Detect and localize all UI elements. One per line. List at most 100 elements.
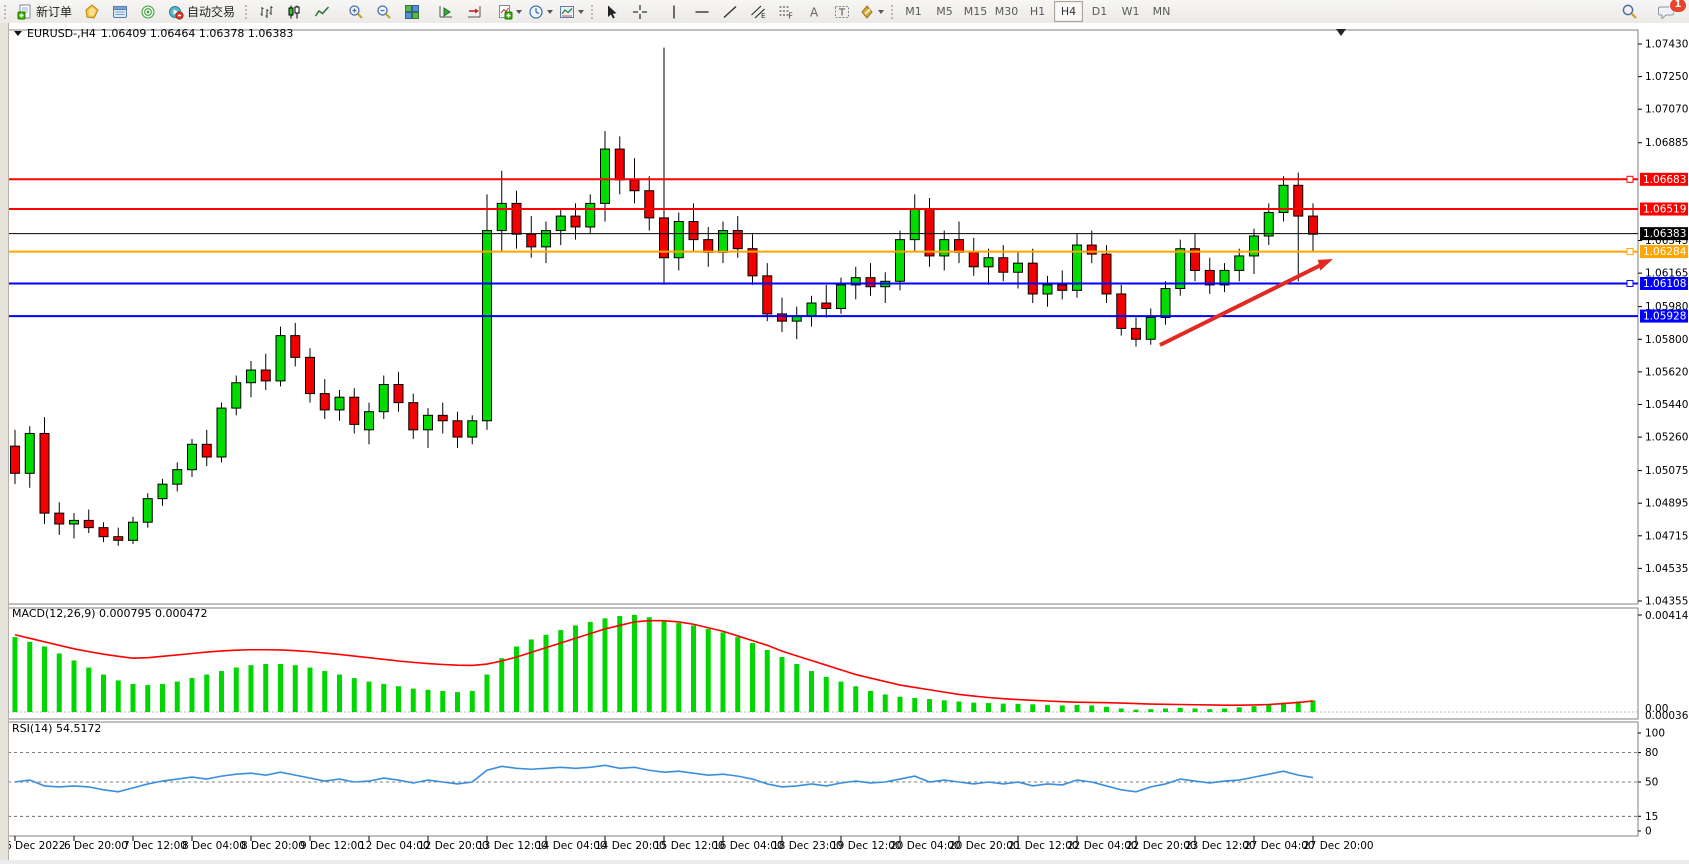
timeframe-m15[interactable]: M15 bbox=[963, 5, 988, 18]
price-tick-label: 1.05260 bbox=[1645, 432, 1688, 444]
timeframe-m5[interactable]: M5 bbox=[936, 5, 953, 18]
candle-bear bbox=[408, 402, 419, 431]
rsi-axis-label: 0 bbox=[1645, 826, 1652, 838]
toolbar-grip[interactable] bbox=[890, 3, 895, 20]
templates-button[interactable] bbox=[556, 1, 587, 23]
candle-bear bbox=[747, 248, 758, 277]
time-axis-label: 9 Dec 12:00 bbox=[300, 840, 364, 852]
price-badge-label: 1.06683 bbox=[1643, 174, 1686, 186]
macd-histogram-bar bbox=[12, 637, 18, 712]
horizontal-line-tool-button[interactable] bbox=[688, 1, 716, 23]
shift-marker-icon[interactable] bbox=[1336, 29, 1346, 36]
price-line-handle[interactable] bbox=[1626, 248, 1634, 256]
candlestick-mode-button[interactable] bbox=[280, 1, 308, 23]
candle-bull bbox=[423, 414, 433, 431]
bar-chart-icon bbox=[260, 5, 273, 18]
chart-shift-button[interactable] bbox=[460, 1, 488, 23]
macd-histogram-bar bbox=[130, 683, 136, 712]
time-axis-label: 7 Dec 12:00 bbox=[123, 840, 187, 852]
toolbar-grip[interactable] bbox=[590, 3, 595, 20]
candle-bull bbox=[895, 239, 905, 282]
new-order-button[interactable]: 新订单 bbox=[11, 1, 78, 23]
candle-bear bbox=[570, 215, 581, 228]
tile-windows-button[interactable] bbox=[398, 1, 426, 23]
chart-context-icon[interactable] bbox=[14, 31, 22, 36]
timeframe-h4[interactable]: H4 bbox=[1054, 1, 1084, 22]
timeframe-d1[interactable]: D1 bbox=[1091, 5, 1108, 18]
macd-histogram-bar bbox=[71, 660, 77, 712]
candle-bull bbox=[939, 239, 950, 257]
channel-tool-button[interactable]: E bbox=[744, 1, 772, 23]
market-watch-button[interactable] bbox=[78, 1, 106, 23]
candle-bear bbox=[393, 384, 404, 404]
price-line-handle[interactable] bbox=[1626, 279, 1634, 287]
price-badge-label: 1.06383 bbox=[1643, 228, 1686, 240]
candle-bear bbox=[349, 396, 360, 425]
notifications-button[interactable]: 1 bbox=[1653, 0, 1687, 23]
macd-histogram-bar bbox=[1266, 704, 1272, 712]
price-tick-label: 1.05620 bbox=[1645, 366, 1688, 378]
svg-text:T: T bbox=[838, 7, 846, 18]
zoom-out-button[interactable] bbox=[370, 1, 398, 23]
vertical-line-tool-button[interactable] bbox=[660, 1, 688, 23]
main-toolbar: 新订单 自动交易 bbox=[0, 0, 1689, 24]
text-icon: A bbox=[810, 5, 819, 19]
macd-histogram-bar bbox=[219, 671, 224, 712]
price-line-handle[interactable] bbox=[1626, 175, 1634, 183]
macd-histogram-bar bbox=[1207, 709, 1213, 712]
macd-histogram-bar bbox=[941, 700, 947, 712]
zoom-in-button[interactable] bbox=[342, 1, 370, 23]
clock-icon bbox=[529, 4, 543, 19]
line-chart-mode-button[interactable] bbox=[308, 1, 336, 23]
toolbar-grip[interactable] bbox=[3, 3, 7, 20]
svg-text:A: A bbox=[810, 5, 819, 19]
trendline-tool-button[interactable] bbox=[716, 1, 744, 23]
fibonacci-icon: F bbox=[779, 6, 793, 20]
fibonacci-tool-button[interactable]: F bbox=[772, 1, 800, 23]
candle-bull bbox=[172, 469, 183, 485]
timeframe-m1[interactable]: M1 bbox=[905, 5, 922, 18]
candle-bull bbox=[467, 420, 478, 438]
macd-histogram-bar bbox=[396, 686, 401, 712]
search-button[interactable] bbox=[1615, 1, 1643, 23]
data-window-button[interactable] bbox=[106, 1, 134, 23]
candle-bear bbox=[1131, 327, 1141, 340]
candle-bear bbox=[305, 356, 315, 395]
crosshair-tool-button[interactable] bbox=[626, 1, 654, 23]
time-axis-label: 21 Dec 12:00 bbox=[1008, 840, 1079, 852]
macd-histogram-bar bbox=[1236, 707, 1242, 712]
candle-bear bbox=[113, 536, 124, 541]
candle-bull bbox=[1013, 262, 1023, 273]
macd-label: MACD(12,26,9) 0.000795 0.000472 bbox=[12, 607, 208, 620]
macd-histogram-bar bbox=[248, 665, 254, 712]
candle-bear bbox=[526, 233, 537, 248]
candle-bear bbox=[452, 420, 463, 438]
auto-scroll-button[interactable] bbox=[432, 1, 460, 23]
candle-bear bbox=[998, 257, 1009, 273]
macd-histogram-bar bbox=[927, 699, 932, 712]
toolbar-grip[interactable] bbox=[244, 3, 249, 20]
candle-bear bbox=[511, 202, 522, 235]
macd-histogram-bar bbox=[514, 646, 519, 712]
trend-arrow-head[interactable] bbox=[1317, 259, 1333, 271]
bar-chart-mode-button[interactable] bbox=[252, 1, 280, 23]
macd-histogram-bar bbox=[1045, 704, 1050, 712]
indicators-button[interactable] bbox=[494, 1, 525, 23]
periods-button[interactable] bbox=[525, 1, 556, 23]
cursor-tool-button[interactable] bbox=[598, 1, 626, 23]
macd-histogram-bar bbox=[1163, 708, 1168, 712]
timeframe-mn[interactable]: MN bbox=[1152, 5, 1171, 18]
candle-bull bbox=[1160, 288, 1171, 319]
arrows-tool-button[interactable] bbox=[856, 1, 887, 23]
auto-trading-button[interactable]: 自动交易 bbox=[162, 1, 241, 23]
auto-trading-label: 自动交易 bbox=[187, 5, 236, 19]
timeframe-h1[interactable]: H1 bbox=[1029, 5, 1046, 18]
timeframe-m30[interactable]: M30 bbox=[994, 5, 1019, 18]
text-label-tool-button[interactable]: T bbox=[828, 1, 856, 23]
price-tick-label: 1.06165 bbox=[1645, 268, 1688, 280]
navigator-button[interactable] bbox=[134, 1, 162, 23]
timeframe-w1[interactable]: W1 bbox=[1121, 5, 1140, 18]
macd-histogram-bar bbox=[484, 674, 490, 712]
text-tool-button[interactable]: A bbox=[800, 1, 828, 23]
trend-arrow-line[interactable] bbox=[1159, 262, 1324, 347]
